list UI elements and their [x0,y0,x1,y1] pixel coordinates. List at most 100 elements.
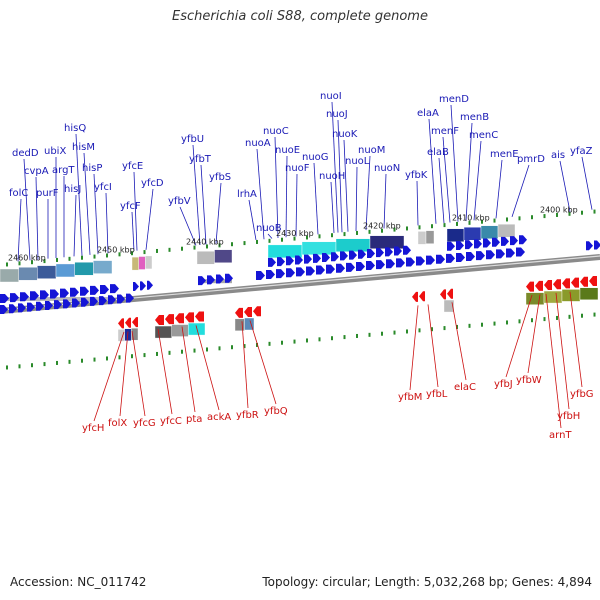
label-leader-line [569,291,583,388]
forward-gene-arrow [81,297,89,307]
forward-gene-arrow [349,250,357,260]
accession-text: Accession: NC_011742 [10,575,147,589]
forward-gene-arrow [50,289,59,299]
tick-mark [6,365,8,370]
forward-gene-arrow [456,252,465,262]
tick-mark [406,329,408,334]
tick-mark [81,255,83,260]
forward-gene-label: dedD [12,148,39,159]
tick-mark [393,227,396,232]
forward-gene-arrow [80,286,89,296]
tick-mark [268,341,271,346]
feature-block [138,256,146,270]
forward-gene-label: nuoH [319,171,345,182]
label-leader-line [473,140,482,221]
tick-mark [118,355,121,360]
feature-block [198,279,232,284]
reverse-gene-label: yfbM [398,392,422,403]
forward-gene-label: hisM [72,142,95,153]
genome-summary-text: Topology: circular; Length: 5,032,268 bp… [262,575,592,589]
tick-mark [31,260,33,265]
label-leader-line [195,325,220,411]
tick-mark [318,234,321,239]
tick-mark [256,239,258,244]
tick-mark [443,326,446,331]
forward-gene-arrow [506,248,515,258]
label-leader-line [200,164,207,245]
tick-mark [93,254,96,259]
tick-mark [343,335,346,340]
forward-gene-label: menE [490,149,519,160]
tick-mark [168,350,171,355]
forward-gene-arrow [326,264,335,274]
tick-mark [156,351,158,356]
tick-mark [431,224,433,229]
tick-mark [206,244,208,249]
forward-gene-label: cvpA [24,166,49,177]
tick-mark [481,322,483,327]
tick-mark [193,245,196,250]
forward-gene-arrow [594,240,600,250]
feature-block [301,241,337,256]
forward-gene-arrow [313,253,321,263]
forward-gene-label: yfcF [120,201,141,212]
reverse-gene-arrow [544,280,552,291]
forward-gene-arrow [225,273,233,283]
label-leader-line [131,331,146,417]
reverse-gene-label: folX [108,418,127,429]
reverse-gene-arrow [412,291,418,302]
forward-gene-arrow [366,261,375,271]
forward-gene-label: yfbU [181,134,204,145]
reverse-gene-arrow [185,312,194,323]
label-leader-line [157,328,173,415]
tick-mark [568,314,571,319]
tick-mark [56,257,58,262]
forward-gene-label: yfaZ [570,146,593,157]
forward-gene-label: yfbV [168,196,191,207]
reverse-gene-label: yfbL [426,389,448,400]
forward-gene-arrow [277,257,285,267]
tick-mark [368,332,371,337]
forward-gene-arrow [72,298,80,308]
label-leader-line [465,122,473,222]
label-leader-line [131,211,135,251]
feature-block [417,231,427,245]
forward-gene-label: yfcD [141,178,164,189]
tick-mark [331,336,333,341]
forward-gene-label: folC [9,188,28,199]
tick-mark [231,345,233,350]
label-leader-line [256,148,265,240]
tick-mark [131,354,133,359]
forward-gene-arrow [483,238,491,248]
forward-gene-label: yfbT [189,154,212,165]
tick-mark [506,320,508,325]
label-leader-line [241,321,249,409]
feature-block [525,292,545,305]
forward-gene-arrow [276,269,285,279]
tick-mark [68,256,71,261]
forward-gene-label: nuoJ [326,109,348,120]
label-leader-line [192,144,201,246]
forward-gene-arrow [447,241,455,251]
kbp-scale-label: 2450 kbp [97,245,135,254]
feature-block [480,225,499,239]
forward-gene-arrow [266,270,275,280]
label-leader-line [331,101,339,233]
feature-block [154,325,172,339]
forward-gene-arrow [54,300,62,310]
forward-gene-arrow [286,268,295,278]
forward-gene-arrow [0,294,9,303]
forward-gene-arrow [496,249,505,259]
tick-mark [181,246,183,251]
label-leader-line [511,164,530,218]
forward-gene-arrow [216,274,224,284]
kbp-scale-label: 2420 kbp [363,221,401,230]
reverse-gene-arrow [118,318,124,329]
label-leader-line [248,199,257,241]
tick-mark [156,248,158,253]
forward-gene-arrow [268,257,276,267]
label-leader-line [559,160,571,212]
tick-mark [543,214,546,219]
forward-gene-arrow [426,255,435,265]
reverse-gene-label: arnT [549,430,572,441]
